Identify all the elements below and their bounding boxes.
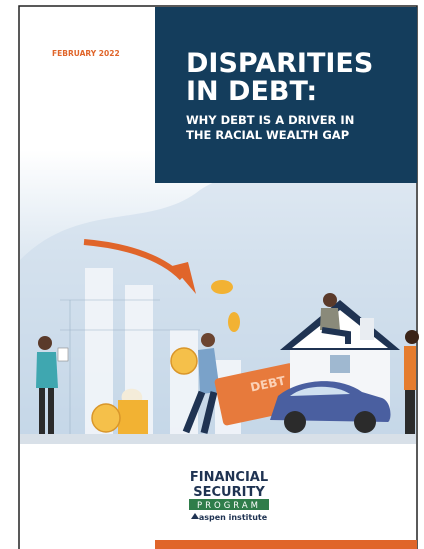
decor-lines <box>60 299 200 436</box>
money-bag <box>121 388 143 400</box>
coin <box>170 347 198 375</box>
head <box>405 330 419 344</box>
car-window <box>290 386 350 396</box>
coin-stacks <box>91 388 148 434</box>
coin <box>211 280 233 294</box>
leg <box>48 388 54 434</box>
head <box>201 333 215 347</box>
arrow-head <box>172 262 196 294</box>
logo-line: SECURITY <box>193 485 265 500</box>
coin <box>91 403 121 433</box>
subtitle-line: THE RACIAL WEALTH GAP <box>186 128 349 142</box>
title-box <box>155 7 417 183</box>
torso <box>36 352 58 388</box>
car <box>270 381 391 433</box>
footer-bar <box>155 540 417 549</box>
torso <box>404 346 416 390</box>
ground <box>20 434 416 444</box>
window <box>330 355 350 373</box>
head <box>38 336 52 350</box>
arrow <box>83 239 185 281</box>
head <box>323 293 337 307</box>
title-line: IN DEBT: <box>186 76 317 107</box>
legs <box>321 327 351 344</box>
chimney <box>360 318 374 340</box>
person-left <box>36 336 69 434</box>
clipboard <box>57 347 69 362</box>
subtitle-line: WHY DEBT IS A DRIVER IN <box>186 113 354 127</box>
coin <box>228 312 240 332</box>
logo: FINANCIAL SECURITY PROGRAM aspen institu… <box>189 470 269 522</box>
logo-program-bar <box>189 499 269 510</box>
wheel <box>284 411 306 433</box>
wheel <box>354 411 376 433</box>
legs <box>405 390 415 434</box>
aspen-icon <box>191 513 199 519</box>
torso <box>198 348 220 394</box>
person-right <box>404 330 419 434</box>
coin-stack <box>118 400 148 434</box>
person-roof <box>320 293 351 344</box>
legs <box>182 390 218 434</box>
logo-program: PROGRAM <box>197 501 261 511</box>
title-line: DISPARITIES <box>186 48 373 79</box>
logo-line: FINANCIAL <box>190 470 268 485</box>
leg <box>39 388 45 434</box>
logo-institute: aspen institute <box>199 513 268 522</box>
torso <box>320 308 340 330</box>
date: FEBRUARY 2022 <box>52 49 120 58</box>
person-carrying <box>170 333 220 434</box>
